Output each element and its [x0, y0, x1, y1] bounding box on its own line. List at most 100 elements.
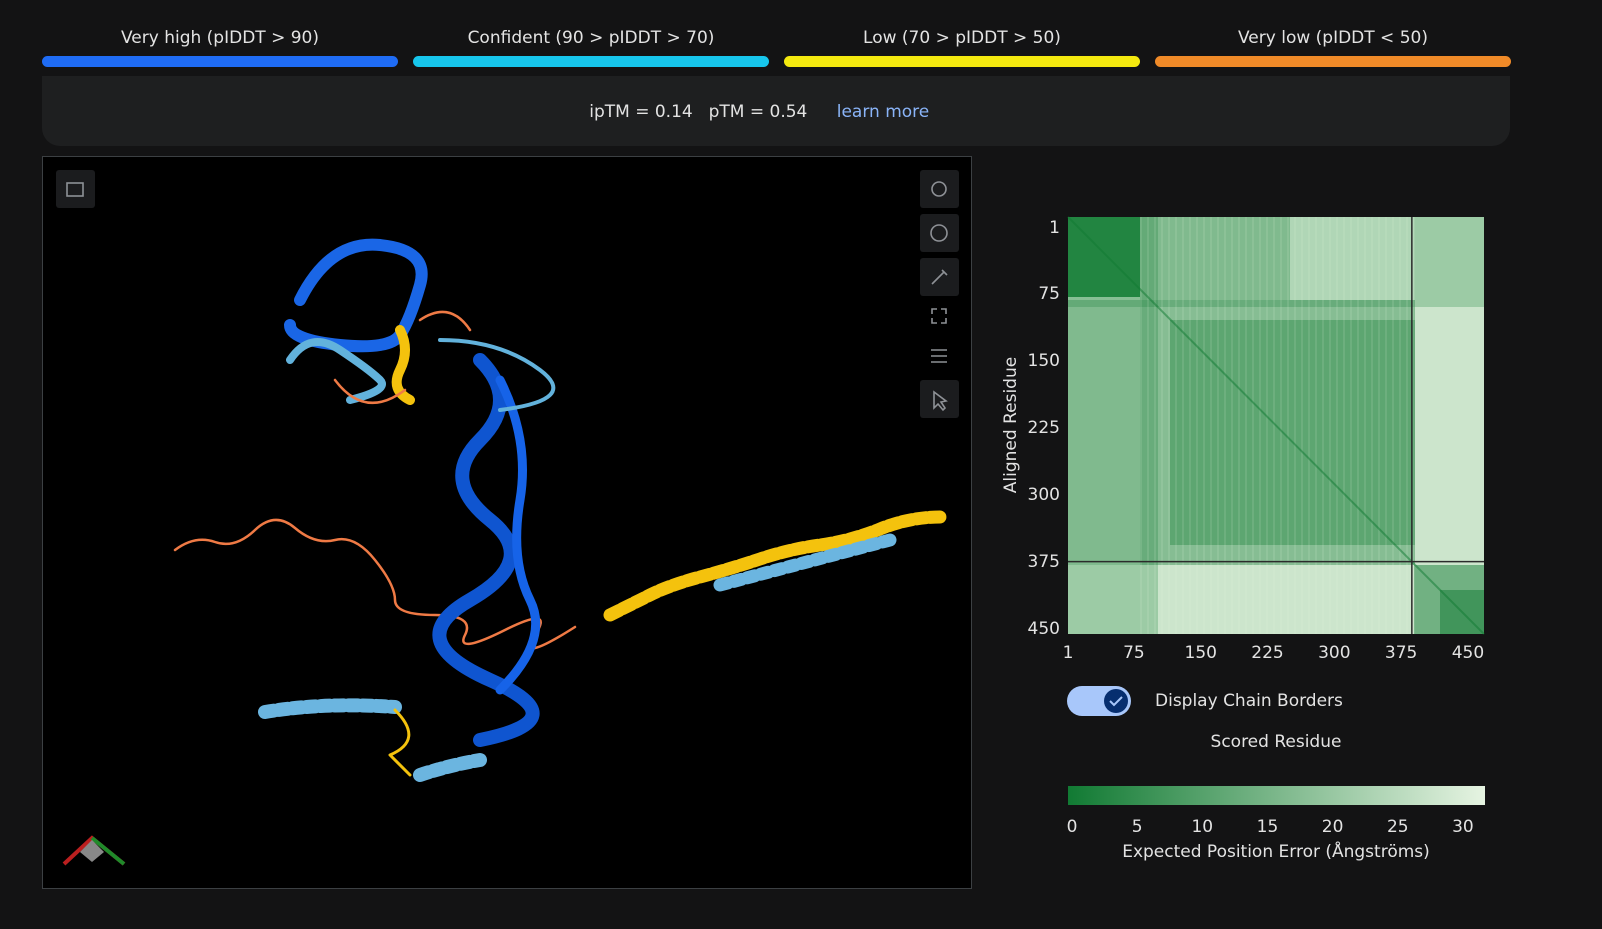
heatmap-stripe: [1371, 217, 1373, 634]
score-panel-top: [42, 76, 1510, 96]
heatmap-stripe: [1196, 217, 1198, 634]
heatmap-stripe: [1378, 217, 1380, 634]
heatmap-stripe: [1154, 217, 1156, 634]
learn-more-link[interactable]: learn more: [837, 102, 930, 122]
legend-label: Very low (pIDDT < 50): [1238, 28, 1428, 48]
viewer-canvas[interactable]: [42, 156, 972, 889]
heatmap-block: [1140, 300, 1415, 565]
controls-icon[interactable]: [931, 349, 947, 363]
heatmap-stripe: [1399, 217, 1401, 634]
heatmap-block: [1170, 320, 1415, 545]
colorbar-ticks: 0 5 10 15 20 25 30: [1067, 817, 1474, 837]
heatmap-stripe: [1266, 217, 1268, 634]
colorbar-tick-label: 30: [1452, 817, 1474, 837]
legend-bar: [1155, 56, 1511, 67]
heatmap-stripe: [1343, 217, 1345, 634]
legend-label: Confident (90 > pIDDT > 70): [468, 28, 715, 48]
y-tick-label: 300: [1028, 485, 1060, 505]
heatmap-stripe: [1189, 217, 1191, 634]
helix: [413, 753, 487, 782]
y-tick-label: 375: [1028, 552, 1060, 572]
colorbar-title: Expected Position Error (Ångströms): [1122, 840, 1430, 862]
select-button[interactable]: [920, 380, 959, 418]
toggle-knob[interactable]: [1104, 689, 1128, 713]
legend-bar: [784, 56, 1140, 67]
settings-icon: [931, 269, 948, 285]
heatmap-stripe: [1224, 217, 1226, 634]
heatmap-stripe: [1140, 217, 1142, 634]
structure-viewer[interactable]: [42, 156, 972, 889]
helix: [603, 510, 947, 622]
protein-model: [173, 238, 947, 782]
heatmap-block: [1140, 217, 1290, 300]
heatmap-stripe: [1217, 217, 1219, 634]
heatmap-stripe: [1357, 217, 1359, 634]
heatmap-block: [1068, 565, 1414, 634]
sheet: [432, 353, 540, 747]
toggle-label[interactable]: Display Chain Borders: [1155, 691, 1343, 711]
pae-diagonal: [1067, 216, 1485, 635]
x-tick-label: 450: [1452, 643, 1484, 663]
heatmap-stripe: [1294, 217, 1296, 634]
colorbar-tick-label: 0: [1067, 817, 1078, 837]
coil: [438, 338, 556, 412]
heatmap-stripe: [1175, 217, 1177, 634]
x-tick-label: 1: [1063, 643, 1074, 663]
heatmap-stripe: [1147, 217, 1149, 634]
heatmap-stripe: [1287, 217, 1289, 634]
heatmap-stripe: [1406, 217, 1408, 634]
heatmap-block: [1068, 300, 1140, 565]
y-axis-title: Aligned Residue: [1001, 357, 1021, 493]
sequence-icon: [66, 182, 84, 197]
heatmap-stripe: [1385, 217, 1387, 634]
heatmap-stripe: [1245, 217, 1247, 634]
snapshot-icon: [930, 224, 948, 242]
reset-icon: [931, 181, 947, 197]
coil: [333, 310, 472, 405]
snapshot-button[interactable]: [920, 214, 959, 252]
coil: [286, 338, 386, 404]
heatmap-stripe: [1308, 217, 1310, 634]
heatmap-stripe: [1301, 217, 1303, 634]
heatmap-stripe: [1259, 217, 1261, 634]
toggle-check: [1109, 696, 1123, 707]
heatmap-block: [1068, 217, 1158, 634]
domain: [284, 238, 428, 353]
heatmap-stripe: [1315, 217, 1317, 634]
legend-label: Very high (pIDDT > 90): [121, 28, 319, 48]
colorbar: [1068, 786, 1485, 805]
colorbar-tick-label: 20: [1322, 817, 1344, 837]
heatmap-stripe: [1238, 217, 1240, 634]
reset-button[interactable]: [920, 170, 959, 208]
heatmap-stripe: [1322, 217, 1324, 634]
heatmap-stripe: [1203, 217, 1205, 634]
legend-bar: [413, 56, 769, 67]
colorbar-tick-label: 15: [1257, 817, 1279, 837]
expand-icon[interactable]: [931, 308, 947, 324]
x-tick-label: 75: [1123, 643, 1145, 663]
heatmap-stripe: [1231, 217, 1233, 634]
heatmap-stripe: [1252, 217, 1254, 634]
heatmap-stripe: [1168, 217, 1170, 634]
viewer-toolbar: [920, 170, 959, 418]
axes-gizmo: [62, 835, 126, 866]
heatmap-block: [1414, 217, 1484, 565]
y-tick-label: 450: [1028, 619, 1060, 639]
y-tick-label: 150: [1028, 351, 1060, 371]
confidence-legend: Very high (pIDDT > 90) Confident (90 > pI…: [42, 28, 1511, 67]
y-tick-label: 225: [1028, 418, 1060, 438]
coil: [388, 708, 412, 777]
y-tick-label: 1: [1049, 218, 1060, 238]
x-tick-label: 300: [1318, 643, 1350, 663]
ptm-score: pTM = 0.54: [709, 102, 808, 122]
x-tick-label: 150: [1185, 643, 1217, 663]
x-axis-title: Scored Residue: [1211, 732, 1342, 752]
helix: [713, 533, 897, 592]
sequence-button[interactable]: [56, 170, 95, 208]
pae-heatmap-blocks: [1068, 217, 1484, 634]
coil: [173, 518, 577, 650]
colorbar-tick-label: 25: [1387, 817, 1409, 837]
iptm-score: ipTM = 0.14: [589, 102, 692, 122]
